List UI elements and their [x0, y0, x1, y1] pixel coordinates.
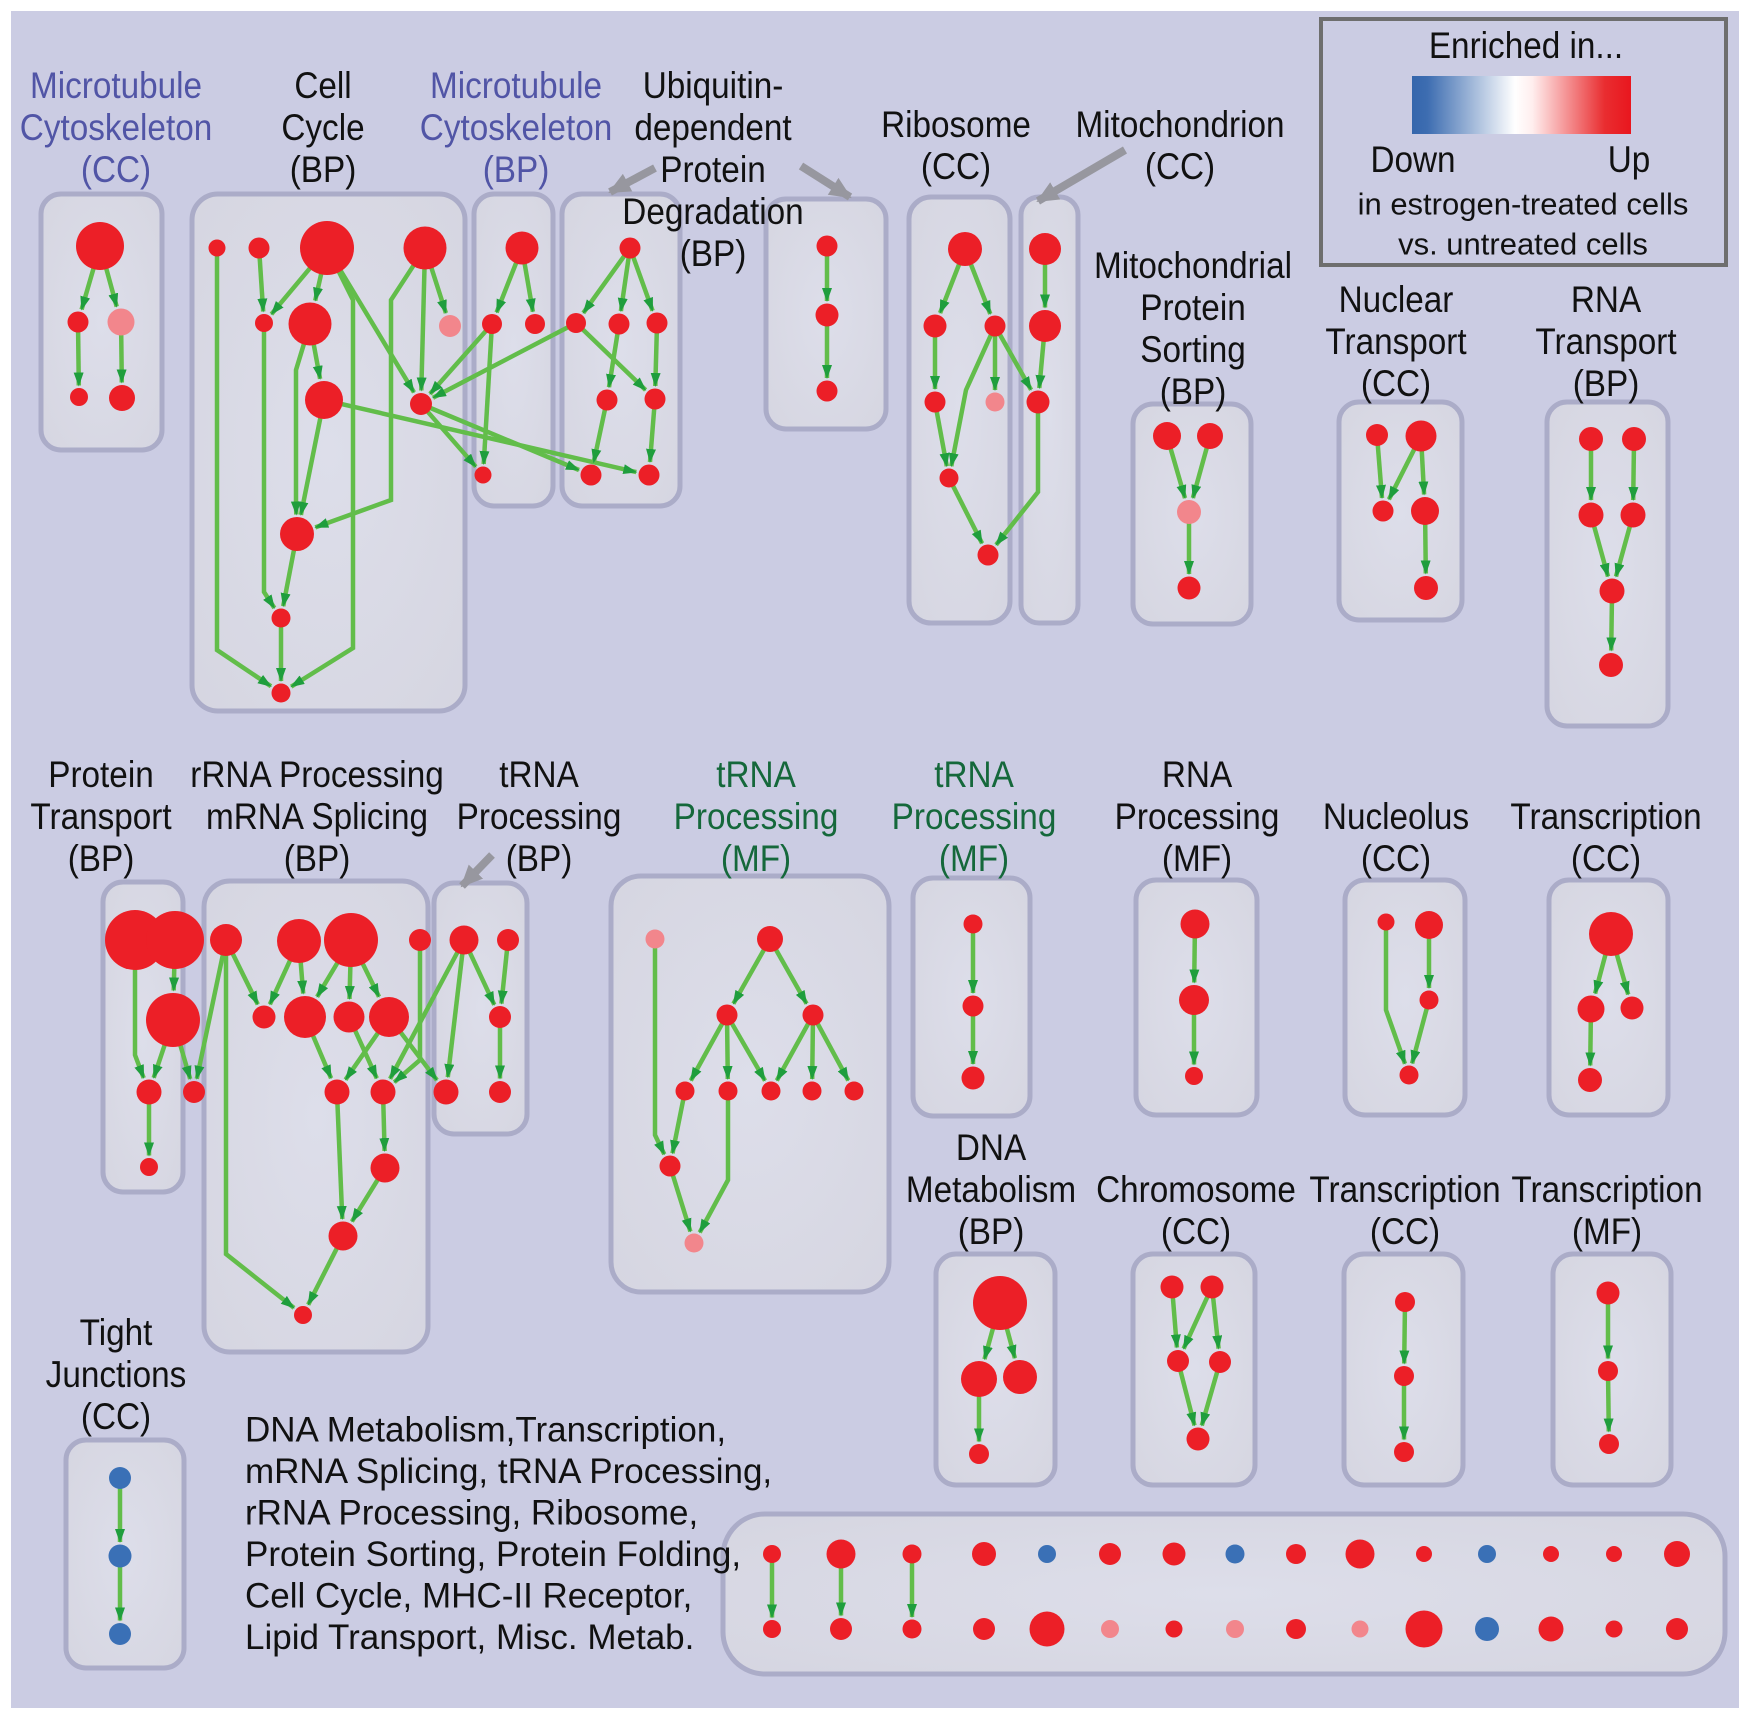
svg-text:Lipid Transport, Misc. Metab.: Lipid Transport, Misc. Metab.: [245, 1618, 694, 1657]
svg-text:Transcription: Transcription: [1309, 1170, 1500, 1211]
svg-text:Transcription: Transcription: [1510, 797, 1701, 838]
svg-text:Mitochondrial: Mitochondrial: [1094, 246, 1292, 287]
svg-text:Junctions: Junctions: [46, 1355, 187, 1396]
svg-text:Cell: Cell: [294, 66, 351, 107]
svg-text:(BP): (BP): [958, 1212, 1025, 1253]
svg-text:Down: Down: [1370, 140, 1455, 181]
svg-text:(CC): (CC): [1361, 364, 1431, 405]
svg-text:Chromosome: Chromosome: [1096, 1170, 1296, 1211]
svg-text:in estrogen-treated cells: in estrogen-treated cells: [1358, 187, 1689, 222]
svg-text:(CC): (CC): [1145, 147, 1215, 188]
svg-text:Enriched in...: Enriched in...: [1429, 26, 1623, 67]
svg-text:Degradation: Degradation: [622, 192, 803, 233]
svg-text:(CC): (CC): [81, 1397, 151, 1438]
svg-text:(BP): (BP): [483, 150, 550, 191]
svg-text:Protein: Protein: [48, 755, 153, 796]
svg-text:Up: Up: [1608, 140, 1651, 181]
svg-text:RNA: RNA: [1571, 280, 1642, 321]
svg-text:Processing: Processing: [892, 797, 1057, 838]
svg-text:Sorting: Sorting: [1140, 330, 1245, 371]
svg-text:(CC): (CC): [81, 150, 151, 191]
svg-text:Microtubule: Microtubule: [430, 66, 602, 107]
svg-text:Cycle: Cycle: [281, 108, 364, 149]
svg-text:(BP): (BP): [284, 839, 351, 880]
svg-text:DNA Metabolism,Transcription,: DNA Metabolism,Transcription,: [245, 1411, 726, 1450]
svg-text:Processing: Processing: [457, 797, 622, 838]
svg-text:Protein: Protein: [660, 150, 765, 191]
svg-text:Processing: Processing: [1115, 797, 1280, 838]
svg-text:(BP): (BP): [1573, 364, 1640, 405]
svg-text:rRNA Processing, Ribosome,: rRNA Processing, Ribosome,: [245, 1494, 698, 1533]
svg-text:Ribosome: Ribosome: [881, 105, 1031, 146]
svg-text:Nucleolus: Nucleolus: [1323, 797, 1469, 838]
svg-text:(BP): (BP): [680, 234, 747, 275]
svg-text:Protein: Protein: [1140, 288, 1245, 329]
svg-text:mRNA Splicing, tRNA Processing: mRNA Splicing, tRNA Processing,: [245, 1452, 772, 1491]
svg-text:Ubiquitin-: Ubiquitin-: [643, 66, 784, 107]
svg-text:(BP): (BP): [506, 839, 573, 880]
svg-text:tRNA: tRNA: [716, 755, 796, 796]
svg-text:RNA: RNA: [1162, 755, 1233, 796]
svg-text:Transcription: Transcription: [1511, 1170, 1702, 1211]
svg-text:Nuclear: Nuclear: [1339, 280, 1454, 321]
svg-text:Protein Sorting, Protein Foldi: Protein Sorting, Protein Folding,: [245, 1535, 741, 1574]
svg-text:Tight: Tight: [80, 1313, 153, 1354]
svg-text:Cytoskeleton: Cytoskeleton: [420, 108, 612, 149]
svg-text:dependent: dependent: [634, 108, 792, 149]
svg-text:(MF): (MF): [1572, 1212, 1642, 1253]
svg-text:(CC): (CC): [1571, 839, 1641, 880]
svg-text:mRNA Splicing: mRNA Splicing: [206, 797, 428, 838]
svg-text:tRNA: tRNA: [499, 755, 579, 796]
svg-text:Microtubule: Microtubule: [30, 66, 202, 107]
svg-text:Transport: Transport: [1325, 322, 1466, 363]
svg-text:(CC): (CC): [921, 147, 991, 188]
svg-text:Transport: Transport: [30, 797, 171, 838]
svg-text:tRNA: tRNA: [934, 755, 1014, 796]
svg-text:Cytoskeleton: Cytoskeleton: [20, 108, 212, 149]
svg-text:vs. untreated cells: vs. untreated cells: [1398, 227, 1648, 262]
svg-text:(MF): (MF): [939, 839, 1009, 880]
svg-text:DNA: DNA: [956, 1128, 1027, 1169]
svg-text:(MF): (MF): [1162, 839, 1232, 880]
svg-text:(BP): (BP): [1160, 372, 1227, 413]
svg-text:(CC): (CC): [1361, 839, 1431, 880]
svg-text:Transport: Transport: [1535, 322, 1676, 363]
svg-text:(BP): (BP): [290, 150, 357, 191]
svg-text:rRNA Processing: rRNA Processing: [190, 755, 443, 796]
svg-text:(CC): (CC): [1370, 1212, 1440, 1253]
svg-text:Processing: Processing: [674, 797, 839, 838]
svg-text:Metabolism: Metabolism: [906, 1170, 1076, 1211]
svg-text:(MF): (MF): [721, 839, 791, 880]
svg-text:Cell Cycle, MHC-II Receptor,: Cell Cycle, MHC-II Receptor,: [245, 1577, 692, 1616]
svg-text:(BP): (BP): [68, 839, 135, 880]
svg-text:Mitochondrion: Mitochondrion: [1075, 105, 1284, 146]
svg-text:(CC): (CC): [1161, 1212, 1231, 1253]
